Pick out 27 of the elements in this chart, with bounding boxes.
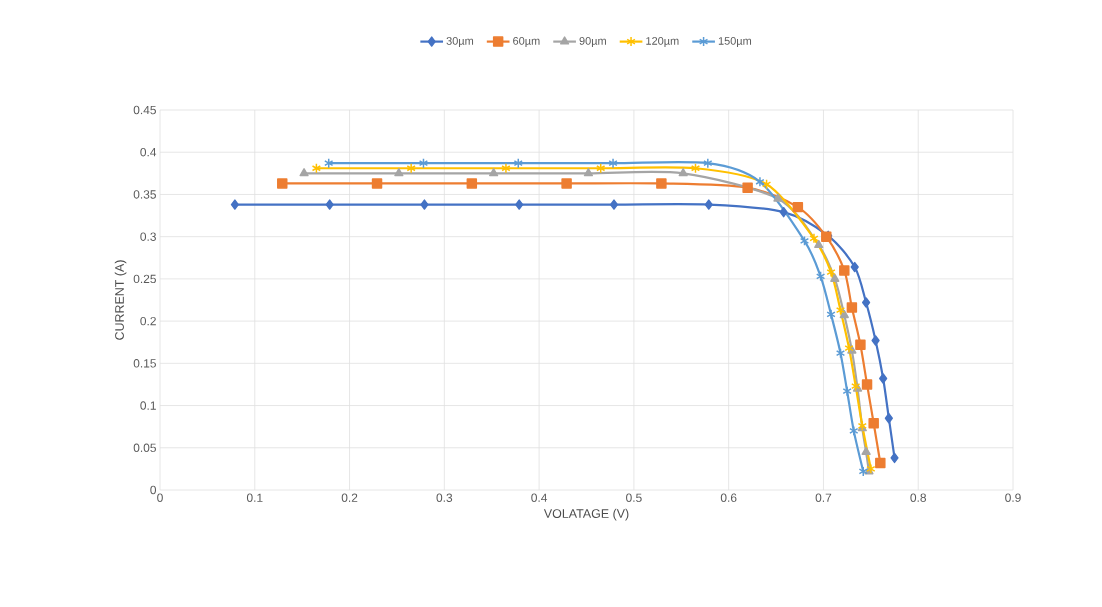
- x-tick-label: 0.5: [626, 493, 642, 502]
- x-tick-label: 0.9: [1005, 493, 1021, 502]
- y-tick-label: 0.45: [133, 105, 156, 115]
- y-tick-label: 0.3: [140, 232, 156, 241]
- y-tick-label: 0.4: [140, 147, 157, 157]
- x-tick-label: 0.6: [720, 493, 737, 502]
- y-tick-label: 0.1: [140, 401, 156, 410]
- legend-label: 30µm: [446, 37, 474, 47]
- y-tick-label: 0: [150, 485, 157, 495]
- x-tick-label: 0.2: [341, 493, 358, 502]
- x-axis-title: VOLATAGE (V): [543, 508, 629, 521]
- y-tick-label: 0.2: [140, 316, 156, 326]
- x-tick-label: 0.3: [436, 493, 453, 502]
- x-tick-label: 0: [157, 493, 163, 502]
- x-tick-label: 0.1: [246, 493, 263, 502]
- legend-label: 150µm: [718, 37, 752, 47]
- y-tick-label: 0.25: [133, 274, 156, 284]
- y-tick-label: 0.15: [133, 359, 156, 368]
- legend-label: 60µm: [513, 37, 540, 47]
- legend-label: 90µm: [579, 37, 606, 47]
- y-tick-label: 0.35: [133, 190, 156, 199]
- x-tick-label: 0.4: [531, 493, 548, 502]
- y-axis-title: CURRENT (A): [114, 260, 127, 340]
- x-tick-label: 0.7: [815, 493, 832, 502]
- x-tick-label: 0.8: [910, 493, 927, 502]
- legend-label: 120µm: [646, 37, 679, 47]
- y-tick-label: 0.05: [133, 443, 156, 452]
